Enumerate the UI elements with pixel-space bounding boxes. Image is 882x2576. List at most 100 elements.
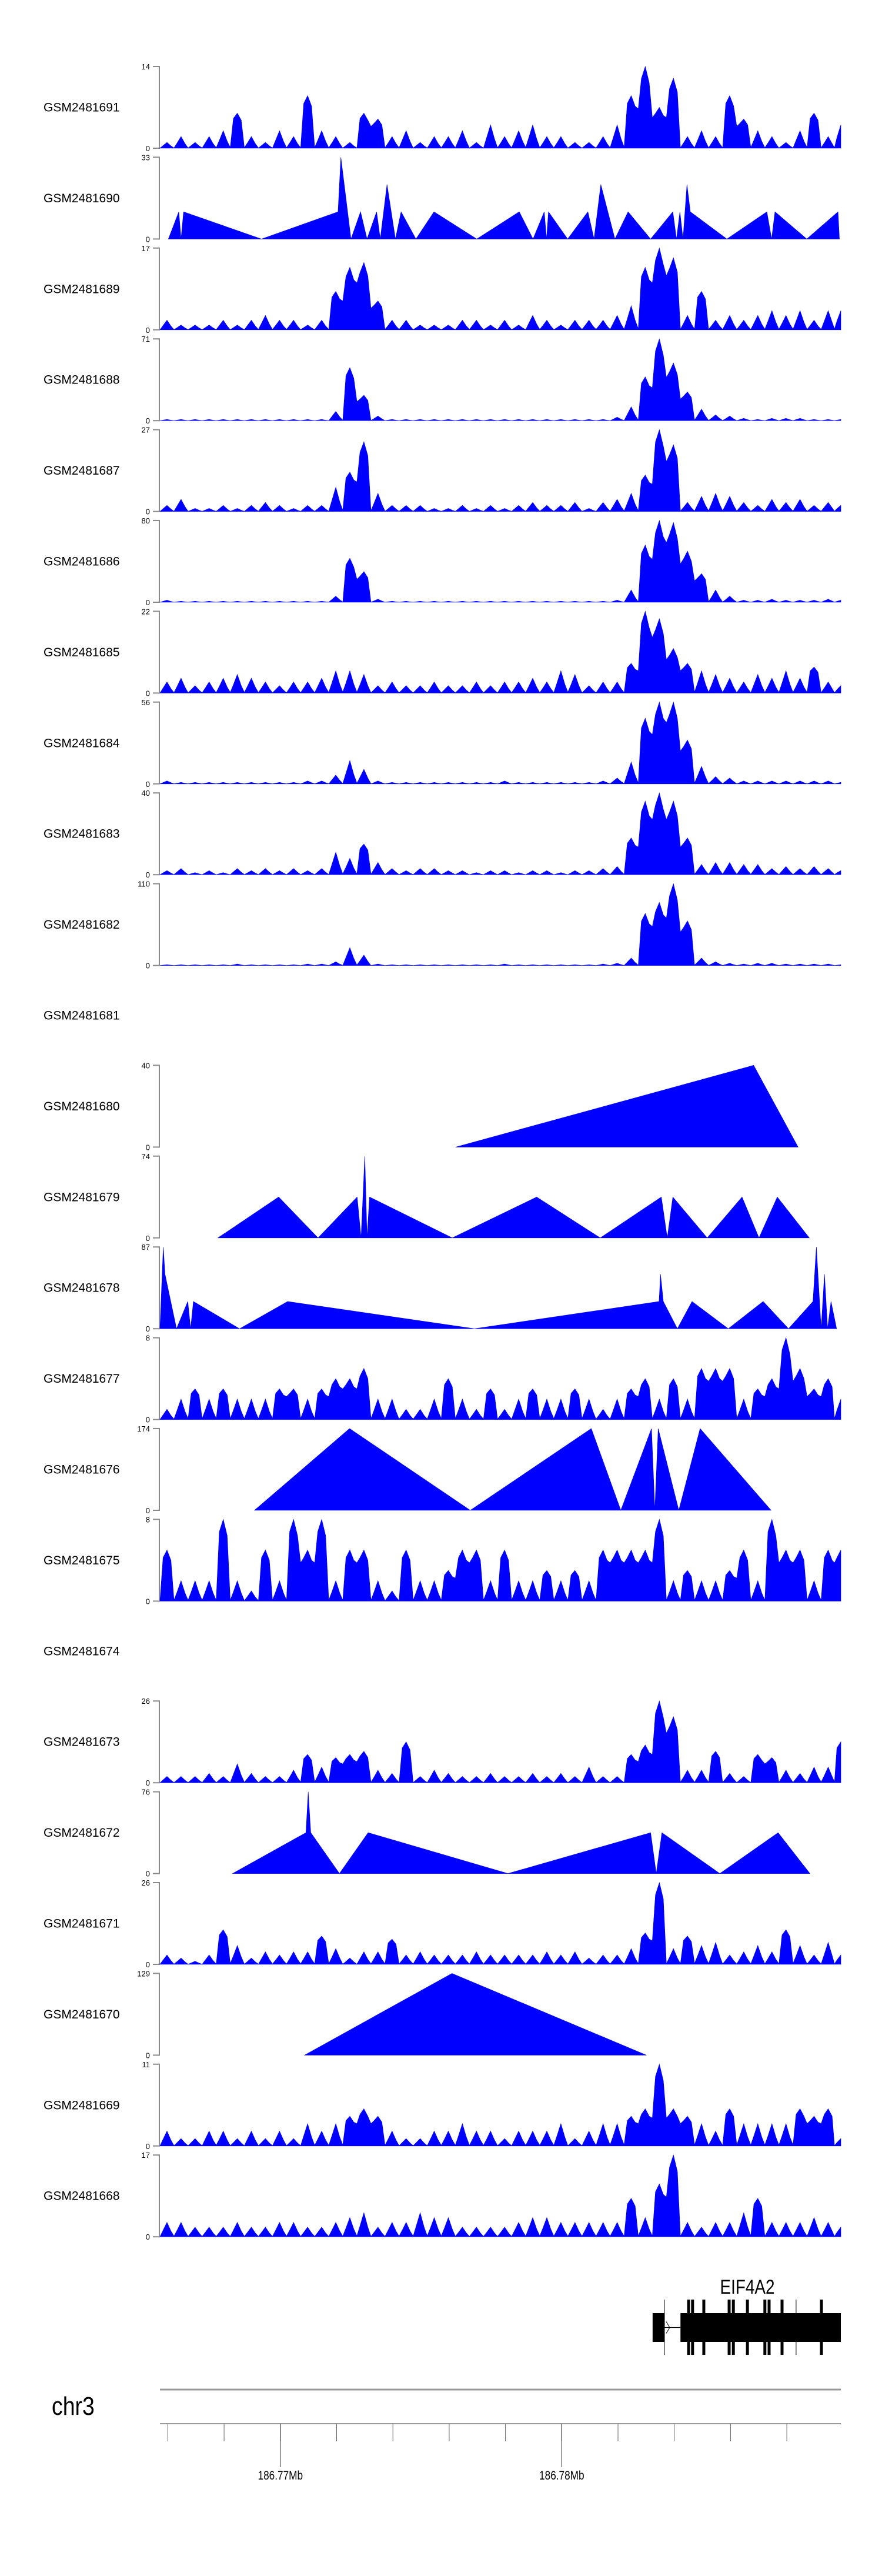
y-axis: [153, 1700, 160, 1784]
coverage-area: [159, 1700, 841, 1783]
y-min-label: 0: [146, 1324, 150, 1333]
track-label: GSM2481683: [44, 827, 120, 841]
track-GSM2481670: GSM2481670 129 0: [44, 1969, 647, 2060]
coverage-area: [159, 247, 841, 331]
y-min-label: 0: [146, 2233, 150, 2241]
track-label: GSM2481688: [44, 373, 120, 387]
y-min-label: 0: [146, 1143, 150, 1152]
coverage-area: [159, 883, 841, 966]
track-GSM2481671: GSM2481671 26 0: [44, 1878, 841, 1969]
track-GSM2481680: GSM2481680 40 0: [44, 1061, 799, 1152]
y-max-label: 56: [142, 698, 150, 707]
track-GSM2481688: GSM2481688 71 0: [44, 335, 841, 425]
track-label: GSM2481680: [44, 1100, 120, 1113]
y-min-label: 0: [146, 235, 150, 243]
coverage-area: [159, 1337, 841, 1420]
y-max-label: 33: [142, 153, 150, 162]
gene-cds-block: [680, 2313, 841, 2342]
coverage-area: [159, 2063, 841, 2147]
y-axis: [153, 1973, 160, 2056]
y-max-label: 74: [142, 1152, 150, 1161]
y-min-label: 0: [146, 144, 150, 153]
track-GSM2481679: GSM2481679 74 0: [44, 1152, 810, 1243]
coverage-area: [159, 792, 841, 875]
y-axis: [153, 156, 160, 240]
coverage-area: [303, 1973, 647, 2056]
y-axis: [153, 1519, 160, 1602]
y-axis: [153, 247, 160, 331]
y-min-label: 0: [146, 1778, 150, 1787]
y-min-label: 0: [146, 2051, 150, 2060]
y-axis: [153, 1155, 160, 1239]
exon-mark: [691, 2300, 694, 2355]
track-label: GSM2481670: [44, 2008, 120, 2021]
coverage-area: [168, 157, 840, 240]
exon-mark: [746, 2300, 749, 2355]
track-GSM2481689: GSM2481689 17 0: [44, 244, 841, 335]
y-min-label: 0: [146, 598, 150, 607]
coverage-area: [159, 610, 841, 693]
y-max-label: 174: [137, 1424, 150, 1433]
exon-mark: [702, 2300, 706, 2355]
coverage-area: [253, 1428, 771, 1511]
y-axis: [153, 1791, 160, 1874]
axis-tick-label: 186.78Mb: [539, 2470, 584, 2483]
y-max-label: 110: [138, 880, 150, 889]
track-label: GSM2481687: [44, 464, 120, 478]
track-label: GSM2481690: [44, 192, 120, 205]
y-min-label: 0: [146, 2142, 150, 2151]
track-GSM2481687: GSM2481687 27 0: [44, 426, 841, 516]
y-max-label: 27: [142, 426, 150, 435]
track-label: GSM2481676: [44, 1463, 120, 1477]
genome-axis: chr3 186.77Mb 186.78Mb: [52, 2388, 841, 2483]
track-label: GSM2481675: [44, 1554, 120, 1567]
track-label: GSM2481672: [44, 1826, 120, 1840]
track-label: GSM2481671: [44, 1917, 120, 1931]
y-min-label: 0: [146, 1597, 150, 1606]
track-label: GSM2481673: [44, 1736, 120, 1749]
y-max-label: 26: [142, 1878, 150, 1887]
track-label: GSM2481678: [44, 1282, 120, 1295]
y-max-label: 40: [142, 1061, 150, 1070]
y-axis: [153, 429, 160, 512]
track-label: GSM2481668: [44, 2190, 120, 2203]
exon-mark: [727, 2300, 731, 2355]
track-GSM2481690: GSM2481690 33 0: [44, 153, 840, 243]
coverage-area: [159, 701, 841, 785]
y-max-label: 71: [142, 335, 150, 343]
gene-track: EIF4A2: [652, 2275, 841, 2355]
coverage-area: [159, 1881, 841, 1965]
track-GSM2481669: GSM2481669 11 0: [44, 2060, 841, 2151]
y-max-label: 8: [146, 1334, 150, 1343]
track-GSM2481685: GSM2481685 22 0: [44, 607, 841, 698]
exon-mark: [687, 2300, 690, 2355]
y-max-label: 17: [142, 2151, 150, 2160]
track-label: GSM2481685: [44, 646, 120, 659]
coverage-area: [159, 1247, 837, 1330]
coverage-area: [455, 1065, 799, 1147]
y-axis: [153, 1246, 160, 1330]
y-max-label: 11: [142, 2060, 151, 2069]
y-min-label: 0: [146, 1870, 150, 1878]
coverage-area: [159, 1519, 841, 1601]
exon-mark: [780, 2300, 784, 2355]
y-min-label: 0: [146, 1960, 150, 1969]
track-GSM2481686: GSM2481686 80 0: [44, 516, 841, 607]
exon-mark: [767, 2300, 771, 2355]
coverage-area: [159, 65, 841, 149]
y-max-label: 76: [142, 1788, 150, 1797]
y-min-label: 0: [146, 1506, 150, 1515]
y-max-label: 87: [142, 1243, 150, 1252]
track-label: GSM2481682: [44, 918, 120, 932]
y-min-label: 0: [146, 780, 150, 789]
gene-name-label: EIF4A2: [720, 2275, 775, 2298]
coverage-tracks: GSM2481691140GSM2481690330GSM2481689170G…: [44, 62, 841, 2241]
track-GSM2481684: GSM2481684 56 0: [44, 698, 841, 789]
y-max-label: 14: [142, 62, 150, 71]
y-max-label: 129: [137, 1969, 150, 1978]
y-min-label: 0: [146, 416, 150, 425]
y-axis: [153, 66, 160, 149]
y-max-label: 8: [146, 1515, 150, 1524]
track-GSM2481673: GSM2481673 26 0: [44, 1697, 841, 1787]
